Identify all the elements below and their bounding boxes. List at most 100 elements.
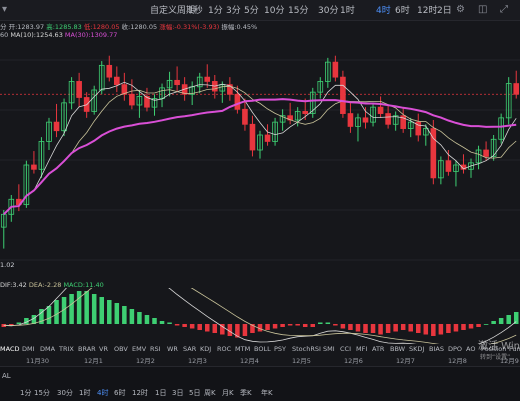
macd-info: DIF:3.42 DEA:-2.28 MACD:11.40	[0, 281, 104, 289]
bottom-period-tab[interactable]: 15分	[34, 389, 50, 397]
indicator-tab[interactable]: SAR	[183, 345, 197, 353]
bottom-period-tab[interactable]: 周K	[204, 389, 216, 397]
indicator-tab[interactable]: MTM	[235, 345, 251, 353]
period-tab[interactable]: 2日	[437, 6, 452, 16]
period-tab[interactable]: 6时	[395, 6, 410, 16]
bottom-period-tab[interactable]: 6时	[114, 389, 126, 397]
period-tab[interactable]: 1分	[208, 6, 223, 16]
indicator-tab[interactable]: BIAS	[429, 345, 444, 353]
indicator-tab[interactable]: BRAR	[78, 345, 96, 353]
macd-bar	[122, 306, 127, 324]
date-label: 12月1	[84, 357, 103, 365]
macd-bar	[468, 324, 474, 329]
ma10-line	[3, 85, 517, 215]
indicator-tab[interactable]: PSY	[274, 345, 287, 353]
bottom-period-tab[interactable]: 1日	[155, 389, 167, 397]
indicator-tab[interactable]: TRIX	[59, 345, 74, 353]
bottom-period-tab[interactable]: 1分	[20, 389, 32, 397]
indicator-tab[interactable]: VR	[99, 345, 108, 353]
candle-body	[219, 84, 226, 92]
camera-icon[interactable]: ◫	[478, 4, 488, 15]
indicator-tab[interactable]: SMI	[323, 345, 335, 353]
indicator-tab[interactable]: DMA	[40, 345, 56, 353]
period-tab[interactable]: 1秒	[188, 6, 203, 16]
macd-bar	[1, 324, 7, 327]
indicator-tab[interactable]: StochRSI	[292, 345, 321, 353]
bottom-period-tab[interactable]: 1时	[79, 389, 91, 397]
candle-body	[475, 149, 482, 164]
indicator-tab[interactable]: CCI	[340, 345, 351, 353]
indicator-tab[interactable]: ROC	[217, 345, 232, 353]
indicator-tab[interactable]: BOLL	[254, 345, 271, 353]
indicator-tab[interactable]: RSI	[150, 345, 161, 353]
bottom-period-tab[interactable]: 12时	[132, 389, 148, 397]
settings-icon[interactable]: ⚙	[456, 4, 465, 15]
candle-body	[264, 134, 271, 142]
candle-body	[31, 164, 37, 170]
bottom-period-tab[interactable]: 季K	[240, 389, 252, 397]
indicator-tab[interactable]: Position	[481, 345, 507, 353]
macd-value: MACD:11.40	[63, 281, 104, 289]
period-tab[interactable]: 10分	[264, 6, 285, 16]
bottom-period-tab[interactable]: 30分	[57, 389, 73, 397]
indicator-tab[interactable]: MFI	[356, 345, 368, 353]
indicator-tab[interactable]: DPO	[448, 345, 463, 353]
candle-body	[204, 76, 211, 82]
indicator-tab[interactable]: KDJ	[200, 345, 212, 353]
indicator-tab[interactable]: OBV	[114, 345, 128, 353]
bottom-period-tab[interactable]: 5日	[189, 389, 201, 397]
period-tab[interactable]: 30分	[318, 6, 339, 16]
bottom-period-tab[interactable]: 4时	[97, 389, 109, 397]
candle-body	[294, 111, 301, 121]
bottom-period-tab[interactable]: 年K	[261, 389, 273, 397]
candle-body	[144, 96, 150, 108]
candle-body	[340, 76, 346, 114]
indicator-tab[interactable]: MACD	[0, 345, 20, 353]
activation-watermark: 激活 Win	[478, 341, 520, 352]
period-tab[interactable]: 15分	[288, 6, 309, 16]
candle-body	[279, 115, 286, 123]
macd-bar	[355, 324, 361, 332]
period-tab[interactable]: 自定义周期	[150, 6, 196, 16]
chevron-left-icon[interactable]: ▾	[2, 4, 8, 15]
macd-bar	[438, 324, 444, 335]
candle-body	[76, 81, 82, 98]
period-tab[interactable]: 5分	[244, 6, 259, 16]
bottom-period-tab[interactable]: 3日	[172, 389, 184, 397]
indicator-tab[interactable]: WR	[167, 345, 178, 353]
candle-body	[61, 102, 67, 132]
bottom-period-tab[interactable]: 月K	[222, 389, 234, 397]
ohlc-close: 收:1280.05	[121, 23, 158, 31]
candle-body	[272, 121, 278, 142]
period-tab[interactable]: 3分	[226, 6, 241, 16]
candle-body	[242, 108, 248, 125]
macd-chart[interactable]	[0, 288, 520, 344]
period-tab[interactable]: 12时	[417, 6, 438, 16]
macd-bar	[363, 324, 368, 333]
indicator-tab[interactable]: Funding	[509, 345, 520, 353]
indicator-tab[interactable]: EMV	[132, 345, 147, 353]
indicator-tab[interactable]: ATR	[372, 345, 385, 353]
macd-bar	[408, 324, 413, 332]
date-label: 12月9	[500, 357, 519, 365]
indicator-tab[interactable]: BBW	[390, 345, 406, 353]
indicator-tab[interactable]: SKDJ	[409, 345, 425, 353]
indicator-tab[interactable]: AO	[466, 345, 476, 353]
candle-body	[415, 121, 422, 136]
candlestick-chart[interactable]	[0, 40, 520, 275]
candle-body	[174, 79, 180, 86]
expand-icon[interactable]: ⤢	[500, 4, 508, 15]
indicator-tab[interactable]: DMI	[22, 345, 35, 353]
bottom-period-tab[interactable]: AL	[2, 372, 11, 380]
candle-body	[400, 115, 407, 129]
macd-bar	[513, 312, 519, 324]
candle-body	[227, 84, 233, 95]
candle-body	[445, 160, 452, 172]
macd-bar	[242, 324, 248, 336]
macd-bar	[84, 291, 89, 324]
candle-body	[377, 106, 384, 114]
period-tab[interactable]: 4时	[376, 6, 391, 16]
ma-short-line	[3, 81, 517, 215]
macd-bar	[483, 324, 489, 325]
period-tab[interactable]: 1时	[340, 6, 355, 16]
